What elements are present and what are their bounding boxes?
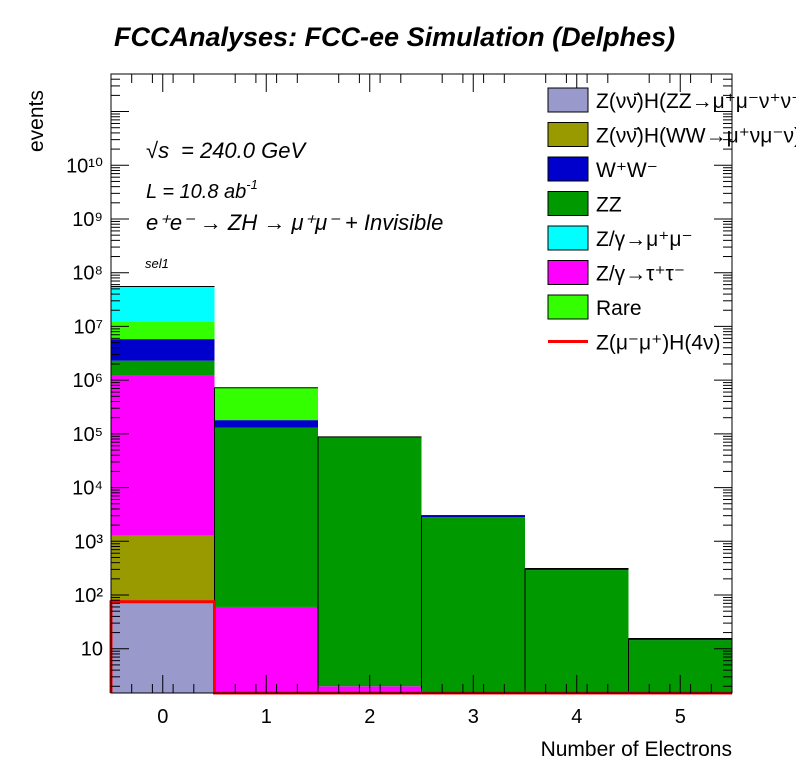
y-tick-label: 10³ — [74, 531, 103, 553]
bar-1-series-4 — [214, 427, 318, 607]
bar-1-series-5 — [214, 420, 318, 428]
legend-label: Z(νν̄)H(ZZ→μ⁺μ⁻ν⁺ν⁻) — [596, 90, 796, 113]
legend-label: Z/γ→τ⁺τ⁻ — [596, 263, 685, 286]
legend-swatch — [547, 122, 589, 147]
y-axis-label: events — [25, 90, 48, 152]
legend-swatch — [547, 294, 589, 320]
legend-swatch — [547, 156, 589, 182]
chart-title: FCCAnalyses: FCC-ee Simulation (Delphes) — [114, 22, 675, 52]
y-tick-label: 10⁷ — [74, 316, 103, 338]
x-tick-label: 0 — [157, 706, 168, 728]
y-tick-label: 10⁸ — [72, 263, 103, 285]
sqrt-s-symbol: √s — [146, 138, 169, 163]
bar-2-series-4 — [318, 437, 422, 687]
bar-0-series-5 — [111, 339, 215, 361]
bar-4-series-4 — [525, 570, 629, 693]
bar-0-series-1 — [111, 535, 215, 604]
x-tick-label: 4 — [571, 706, 582, 728]
x-tick-label: 2 — [364, 706, 375, 728]
y-tick-label: 10⁵ — [72, 424, 103, 446]
y-tick-label: 10⁴ — [72, 478, 103, 500]
legend-swatch — [547, 260, 589, 285]
legend-label: Rare — [596, 297, 642, 320]
bar-0-series-3 — [111, 375, 215, 536]
bar-0-series-8 — [111, 286, 215, 322]
bar-0-series-4 — [111, 360, 215, 376]
bar-5-series-5 — [628, 638, 732, 641]
luminosity-label: L = 10.8 ab-1 — [146, 177, 258, 203]
luminosity-exponent: -1 — [246, 177, 258, 192]
legend-swatch — [547, 87, 589, 113]
legend-label: ZZ — [596, 194, 622, 217]
x-axis-label: Number of Electrons — [541, 738, 732, 761]
axes: 0 1 2 3 4 5 10 10² 10³ 10⁴ 10⁵ 10⁶ 10⁷ 10⁸ 10⁹ 10¹⁰ — [66, 73, 733, 728]
y-tick-label: 10⁹ — [72, 209, 103, 231]
legend-swatch — [547, 225, 589, 251]
sqrt-s-value: = 240.0 GeV — [181, 138, 307, 163]
annotations: √s = 240.0 GeV L = 10.8 ab-1 e⁺e⁻ → ZH →… — [145, 138, 443, 271]
y-tick-label: 10⁶ — [73, 370, 103, 392]
legend-label: Z/γ→μ⁺μ⁻ — [596, 228, 693, 251]
x-tick-label: 5 — [675, 706, 686, 728]
selection-label: sel1 — [145, 256, 169, 271]
y-tick-label: 10 — [81, 639, 103, 661]
x-tick-label: 3 — [468, 706, 479, 728]
legend-label: W⁺W⁻ — [596, 159, 658, 182]
legend-label: Z(νν̄)H(WW→μ⁺νμ⁻ν) — [596, 125, 796, 148]
stacked-bars — [110, 286, 732, 693]
legend-swatch — [547, 191, 589, 216]
plot-frame — [110, 73, 733, 694]
legend-label: Z(μ⁻μ⁺)H(4ν) — [596, 332, 721, 355]
x-tick-label: 1 — [261, 706, 272, 728]
y-tick-label: 10² — [74, 585, 103, 607]
bar-3-series-5 — [421, 515, 525, 518]
luminosity-prefix: L = 10.8 ab — [146, 181, 246, 203]
bar-4-series-5 — [525, 568, 629, 571]
legend: Z(νν̄)H(ZZ→μ⁺μ⁻ν⁺ν⁻) Z(νν̄)H(WW→μ⁺νμ⁻ν) W⁺… — [547, 87, 796, 355]
bar-1-series-7 — [214, 387, 318, 421]
bar-3-series-4 — [421, 517, 525, 693]
y-tick-label: 10¹⁰ — [66, 155, 103, 177]
process-label: e⁺e⁻ → ZH → μ⁺μ⁻ + Invisible — [146, 210, 443, 235]
bar-0-series-7 — [111, 321, 215, 340]
